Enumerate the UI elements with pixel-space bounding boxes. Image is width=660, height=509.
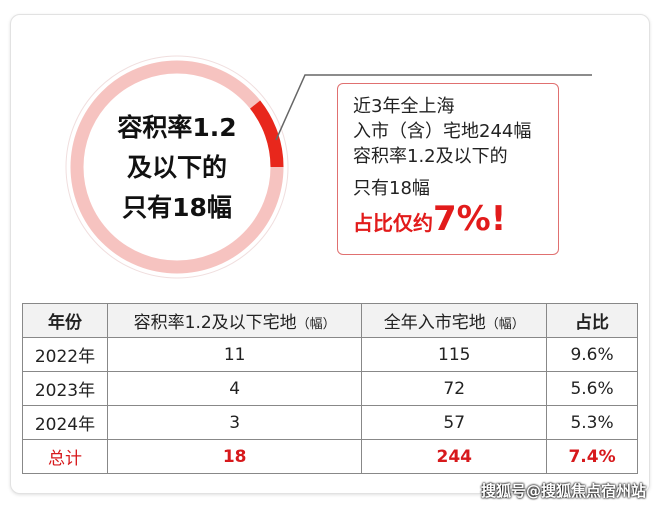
cell-low: 4	[106, 371, 363, 406]
outer-ring-line	[65, 55, 289, 279]
cell-year: 总计	[22, 439, 108, 474]
table-row: 2023年 4 72 5.6%	[22, 371, 638, 406]
cell-total: 115	[361, 337, 548, 372]
circle-line: 及以下的	[126, 153, 227, 182]
circle-label: 容积率1.2 及以下的 只有18幅	[92, 108, 262, 228]
highlight-value: 7%!	[433, 199, 507, 239]
circle-line: 只有18幅	[122, 193, 232, 222]
cell-year: 2022年	[22, 337, 108, 372]
header-total: 全年入市宅地（幅）	[361, 303, 548, 338]
header-ratio: 占比	[546, 303, 638, 338]
table-header: 年份 容积率1.2及以下宅地（幅） 全年入市宅地（幅） 占比	[22, 303, 638, 338]
ring-highlight-arc	[249, 100, 284, 168]
cell-year: 2024年	[22, 405, 108, 440]
cell-ratio: 5.3%	[546, 405, 638, 440]
watermark: 搜狐号@搜狐焦点宿州站	[480, 482, 646, 500]
header-low-far: 容积率1.2及以下宅地（幅）	[106, 303, 363, 338]
cell-ratio: 7.4%	[546, 439, 638, 474]
cell-year: 2023年	[22, 371, 108, 406]
callout-line: 近3年全上海	[353, 96, 455, 117]
callout-line: 只有18幅	[353, 178, 430, 199]
table-row: 2024年 3 57 5.3%	[22, 405, 638, 440]
cell-total: 72	[361, 371, 548, 406]
circle-line: 容积率1.2	[117, 113, 237, 142]
table-total-row: 总计 18 244 7.4%	[22, 439, 638, 474]
cell-low: 18	[106, 439, 363, 474]
cell-total: 57	[361, 405, 548, 440]
cell-low: 3	[106, 405, 363, 440]
callout-highlight: 占比仅约7%!	[353, 202, 558, 236]
cell-low: 11	[106, 337, 363, 372]
data-table: 年份 容积率1.2及以下宅地（幅） 全年入市宅地（幅） 占比 2022年 11 11…	[22, 303, 638, 474]
callout-line: 容积率1.2及以下的	[353, 146, 508, 167]
callout-line: 入市（含）宅地244幅	[353, 121, 532, 142]
callout-leader-line	[275, 74, 592, 141]
table-row: 2022年 11 115 9.6%	[22, 337, 638, 372]
ring-chart	[65, 55, 592, 279]
callout-box: 近3年全上海 入市（含）宅地244幅 容积率1.2及以下的 只有18幅 占比仅约…	[337, 83, 559, 255]
header-year: 年份	[22, 303, 108, 338]
highlight-prefix: 占比仅约	[353, 211, 433, 235]
cell-total: 244	[361, 439, 548, 474]
cell-ratio: 9.6%	[546, 337, 638, 372]
cell-ratio: 5.6%	[546, 371, 638, 406]
